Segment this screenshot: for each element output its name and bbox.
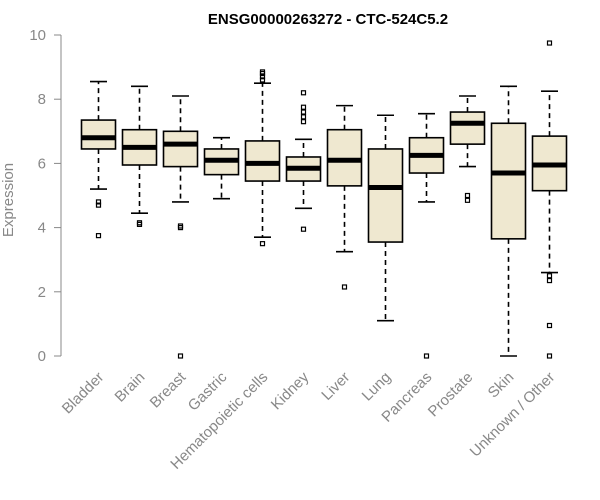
outlier-point [177,225,184,231]
outlier-point [95,202,102,208]
outlier-point [300,114,307,120]
outlier-point [259,241,266,247]
x-tick-label: Skin [485,369,518,402]
outlier-point [300,104,307,110]
y-axis-label: Expression [0,163,17,237]
box-gastric [203,136,240,200]
iqr-box [162,130,199,168]
outlier-point [341,284,348,290]
box-bladder [80,80,117,239]
box-kidney [285,90,322,232]
y-axis: 0 2 4 6 8 10 [29,27,62,365]
box-breast [162,95,199,359]
outlier-point [300,90,307,96]
box-skin [490,85,527,357]
outlier-point [546,273,553,279]
x-tick-label: Lung [359,369,395,405]
outlier-point [546,322,553,329]
outlier-point [464,192,471,199]
y-tick-label: 8 [38,91,46,108]
box-unknown-other [531,40,568,359]
outlier-point [423,353,430,359]
outlier-point [95,233,102,239]
x-tick-label: Liver [318,369,353,404]
y-tick-label: 0 [38,348,46,365]
outlier-point [546,40,553,46]
box-lung [367,114,404,322]
box-liver [326,104,363,290]
box-hematopoietic-cells [244,69,281,247]
outlier-point [546,277,553,284]
outlier-point [259,69,266,75]
iqr-box [367,148,404,243]
outlier-point [300,119,307,125]
x-tick-label: Breast [147,368,190,411]
box-brain [121,85,158,227]
y-tick-label: 2 [38,284,46,301]
x-tick-label: Kidney [268,368,313,413]
y-tick-label: 6 [38,155,46,172]
box-pancreas [408,112,445,359]
outlier-point [546,353,553,359]
y-tick-label: 4 [38,220,46,237]
iqr-box [449,111,486,145]
iqr-box [80,119,117,150]
outlier-point [464,197,471,203]
x-tick-label: Brain [112,369,149,406]
chart-title: ENSG00000263272 - CTC-524C5.2 [208,11,448,28]
y-tick-label: 10 [29,27,46,44]
outlier-point [95,199,102,205]
x-tick-label: Prostate [425,369,477,421]
box-prostate [449,95,486,203]
x-tick-label: Bladder [59,369,108,418]
outlier-point [300,109,307,115]
outlier-point [259,74,266,80]
outlier-point [259,77,266,83]
outlier-point [136,220,143,226]
iqr-box [490,122,527,240]
outlier-point [177,353,184,359]
outlier-point [300,226,307,232]
boxes-group [80,40,568,359]
